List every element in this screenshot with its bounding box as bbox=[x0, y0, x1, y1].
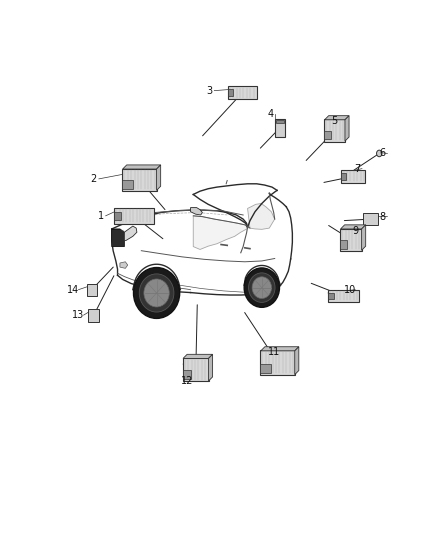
FancyBboxPatch shape bbox=[228, 90, 233, 96]
Text: 11: 11 bbox=[268, 347, 280, 357]
FancyBboxPatch shape bbox=[363, 213, 378, 225]
FancyBboxPatch shape bbox=[114, 212, 121, 220]
Text: 1: 1 bbox=[98, 211, 104, 221]
Polygon shape bbox=[120, 262, 128, 268]
Polygon shape bbox=[183, 354, 212, 358]
Text: 10: 10 bbox=[344, 285, 356, 295]
Polygon shape bbox=[261, 347, 299, 351]
FancyBboxPatch shape bbox=[122, 180, 133, 189]
Text: 3: 3 bbox=[206, 86, 212, 95]
Text: 2: 2 bbox=[91, 174, 97, 184]
Polygon shape bbox=[123, 165, 161, 169]
Polygon shape bbox=[341, 225, 366, 229]
FancyBboxPatch shape bbox=[227, 86, 257, 99]
Polygon shape bbox=[295, 347, 299, 375]
FancyBboxPatch shape bbox=[328, 290, 359, 302]
FancyBboxPatch shape bbox=[122, 168, 157, 191]
FancyBboxPatch shape bbox=[261, 350, 295, 375]
FancyBboxPatch shape bbox=[340, 229, 362, 251]
Ellipse shape bbox=[139, 274, 174, 312]
FancyBboxPatch shape bbox=[183, 370, 191, 379]
Text: 8: 8 bbox=[379, 212, 385, 222]
FancyBboxPatch shape bbox=[324, 119, 345, 142]
Text: 12: 12 bbox=[181, 376, 193, 386]
FancyBboxPatch shape bbox=[341, 173, 346, 180]
FancyBboxPatch shape bbox=[261, 364, 271, 373]
Polygon shape bbox=[208, 354, 212, 381]
Ellipse shape bbox=[249, 273, 275, 302]
FancyBboxPatch shape bbox=[328, 293, 334, 299]
Text: 9: 9 bbox=[352, 227, 358, 237]
Polygon shape bbox=[191, 207, 202, 215]
Polygon shape bbox=[193, 216, 248, 249]
FancyBboxPatch shape bbox=[276, 119, 284, 123]
FancyBboxPatch shape bbox=[88, 309, 99, 322]
Polygon shape bbox=[124, 226, 137, 240]
Polygon shape bbox=[345, 116, 349, 141]
FancyBboxPatch shape bbox=[275, 118, 285, 136]
Text: 6: 6 bbox=[379, 148, 385, 158]
Polygon shape bbox=[362, 225, 366, 251]
Circle shape bbox=[377, 150, 382, 157]
Polygon shape bbox=[157, 165, 161, 190]
FancyBboxPatch shape bbox=[340, 240, 347, 248]
Polygon shape bbox=[247, 204, 275, 229]
Text: 14: 14 bbox=[67, 285, 80, 295]
Text: 7: 7 bbox=[354, 164, 360, 174]
FancyBboxPatch shape bbox=[114, 207, 154, 224]
Ellipse shape bbox=[134, 268, 180, 318]
FancyBboxPatch shape bbox=[87, 284, 97, 296]
FancyBboxPatch shape bbox=[324, 131, 331, 140]
Text: 4: 4 bbox=[267, 109, 273, 119]
Polygon shape bbox=[325, 116, 349, 120]
Text: 5: 5 bbox=[332, 116, 338, 126]
Polygon shape bbox=[112, 229, 124, 247]
FancyBboxPatch shape bbox=[183, 358, 209, 382]
Ellipse shape bbox=[252, 277, 272, 298]
Text: 13: 13 bbox=[72, 310, 85, 320]
FancyBboxPatch shape bbox=[341, 170, 365, 183]
Ellipse shape bbox=[244, 268, 279, 308]
Ellipse shape bbox=[144, 279, 169, 307]
